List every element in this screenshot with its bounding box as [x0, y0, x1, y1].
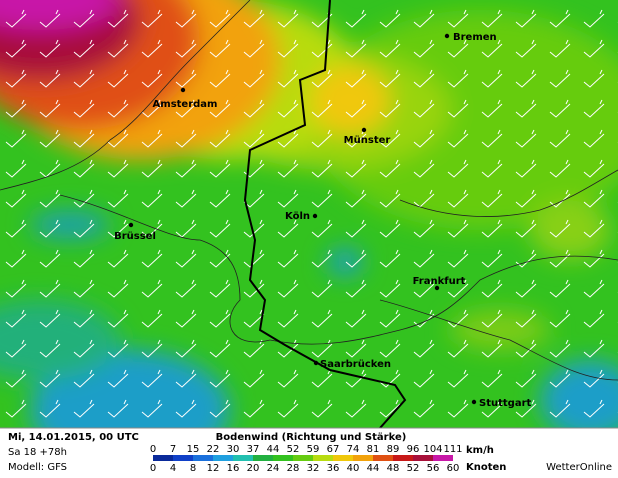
- border-germany: [243, 0, 407, 428]
- legend-swatch: [353, 455, 373, 461]
- kmh-tick-label: 111: [443, 444, 462, 455]
- run: Sa 18 +78h: [8, 447, 67, 458]
- knots-tick-label: 40: [347, 463, 360, 474]
- legend-swatch: [373, 455, 393, 461]
- city-dot: [313, 360, 319, 366]
- kmh-tick-label: 30: [227, 444, 240, 455]
- knots-tick-label: 28: [287, 463, 300, 474]
- brand: WetterOnline: [546, 462, 612, 473]
- kmh-tick-label: 89: [387, 444, 400, 455]
- kmh-tick-label: 52: [287, 444, 300, 455]
- kmh-tick-label: 96: [407, 444, 420, 455]
- knots-tick-label: 8: [190, 463, 196, 474]
- legend-title: Bodenwind (Richtung und Stärke): [216, 432, 407, 443]
- kmh-tick-label: 74: [347, 444, 360, 455]
- city-label: Saarbrücken: [320, 359, 391, 370]
- knots-tick-label: 12: [207, 463, 220, 474]
- legend-swatch: [333, 455, 353, 461]
- kmh-tick-label: 0: [150, 444, 156, 455]
- city-dot: [128, 222, 134, 228]
- legend-swatch: [173, 455, 193, 461]
- kmh-tick-label: 81: [367, 444, 380, 455]
- footer-bg: [0, 428, 618, 478]
- knots-tick-label: 48: [387, 463, 400, 474]
- city-dot: [434, 285, 440, 291]
- city-label: Brüssel: [114, 231, 156, 242]
- kmh-tick-label: 104: [423, 444, 442, 455]
- knots-tick-label: 56: [427, 463, 440, 474]
- city-label: Bremen: [453, 32, 497, 43]
- city-label: Amsterdam: [153, 99, 218, 110]
- date: Mi, 14.01.2015, 00 UTC: [8, 432, 139, 443]
- knots-tick-label: 16: [227, 463, 240, 474]
- city-label: Köln: [285, 211, 310, 222]
- city-dot: [361, 127, 367, 133]
- legend-swatch: [393, 455, 413, 461]
- city-label: Frankfurt: [413, 276, 466, 287]
- kmh-unit: km/h: [466, 445, 494, 456]
- borders: [0, 0, 618, 381]
- legend-swatch: [433, 455, 453, 461]
- kmh-tick-label: 37: [247, 444, 260, 455]
- kmh-tick-label: 67: [327, 444, 340, 455]
- knots-tick-label: 52: [407, 463, 420, 474]
- knots-tick-label: 36: [327, 463, 340, 474]
- legend-swatch: [273, 455, 293, 461]
- knots-tick-label: 24: [267, 463, 280, 474]
- knots-tick-label: 20: [247, 463, 260, 474]
- legend-swatch: [153, 455, 173, 461]
- legend-swatch: [413, 455, 433, 461]
- kmh-tick-label: 22: [207, 444, 220, 455]
- model: Modell: GFS: [8, 462, 67, 473]
- city-dot: [471, 399, 477, 405]
- legend-swatch: [313, 455, 333, 461]
- legend-swatch: [293, 455, 313, 461]
- knots-tick-label: 4: [170, 463, 176, 474]
- legend-swatch: [233, 455, 253, 461]
- city-label: Stuttgart: [479, 398, 532, 409]
- knots-tick-label: 44: [367, 463, 380, 474]
- city-label: Münster: [344, 135, 391, 146]
- city-dot: [312, 213, 318, 219]
- knots-tick-label: 0: [150, 463, 156, 474]
- knots-tick-label: 60: [447, 463, 460, 474]
- legend-swatch: [213, 455, 233, 461]
- kmh-tick-label: 44: [267, 444, 280, 455]
- kmh-tick-label: 59: [307, 444, 320, 455]
- city-dot: [180, 87, 186, 93]
- legend-swatch: [193, 455, 213, 461]
- cities: Bremen Amsterdam Münster Köln Brüssel Frankfu…: [114, 32, 531, 409]
- kmh-tick-label: 7: [170, 444, 176, 455]
- kmh-tick-label: 15: [187, 444, 200, 455]
- knots-tick-label: 32: [307, 463, 320, 474]
- wind-barbs: [0, 0, 618, 428]
- city-dot: [444, 33, 450, 39]
- legend-swatch: [253, 455, 273, 461]
- knots-unit: Knoten: [466, 462, 506, 473]
